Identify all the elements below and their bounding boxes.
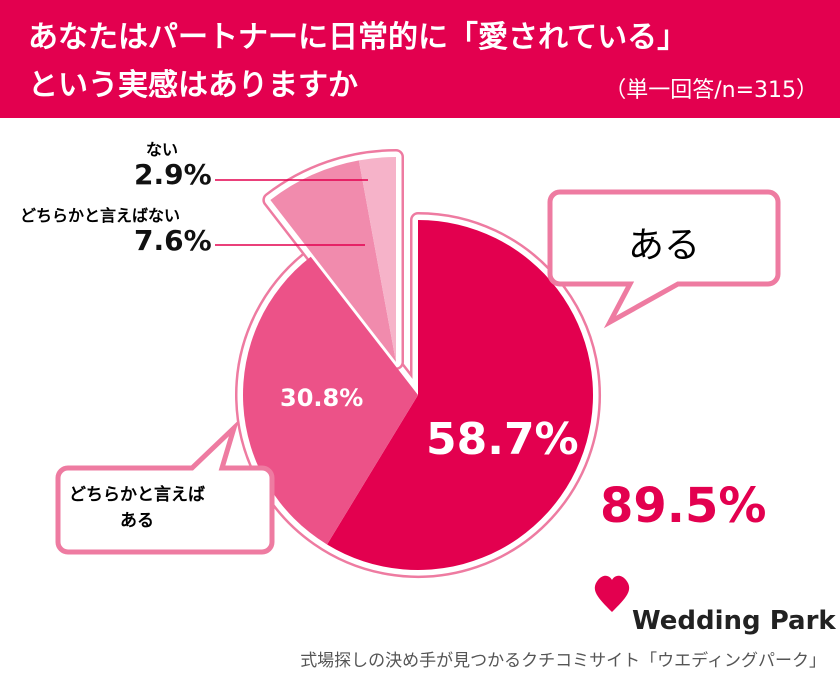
title-line: という実感はありますか <box>28 68 358 103</box>
value-label: 2.9% <box>134 158 212 191</box>
category-label: ある <box>628 225 701 266</box>
brand-name: Wedding Park <box>632 606 836 636</box>
pie-slice <box>358 157 396 362</box>
value-label: 30.8% <box>280 384 364 412</box>
pie-slice <box>327 220 593 571</box>
callouts <box>55 179 781 612</box>
category-label: ない <box>146 140 179 159</box>
brand-logo <box>594 575 630 612</box>
value-label: 58.7% <box>426 414 579 465</box>
header: あなたはパートナーに日常的に「愛されている」 という実感はありますか （単一回答… <box>0 0 840 118</box>
title-line: あなたはパートナーに日常的に「愛されている」 <box>28 20 688 55</box>
pie-slice <box>243 256 418 545</box>
category-label: どちらかと言えばない <box>20 206 181 225</box>
tagline: 式場探しの決め手が見つかるクチコミサイト「ウエディングパーク」 <box>300 651 826 671</box>
callout-box <box>547 189 781 329</box>
annotation: 89.5% <box>600 478 767 534</box>
value-label: 7.6% <box>134 224 212 257</box>
category-label: どちらかと言えばある <box>69 485 205 531</box>
subtitle: （単一回答/n=315） <box>604 78 818 103</box>
callout-box <box>55 419 275 555</box>
pie-slice <box>270 160 396 362</box>
